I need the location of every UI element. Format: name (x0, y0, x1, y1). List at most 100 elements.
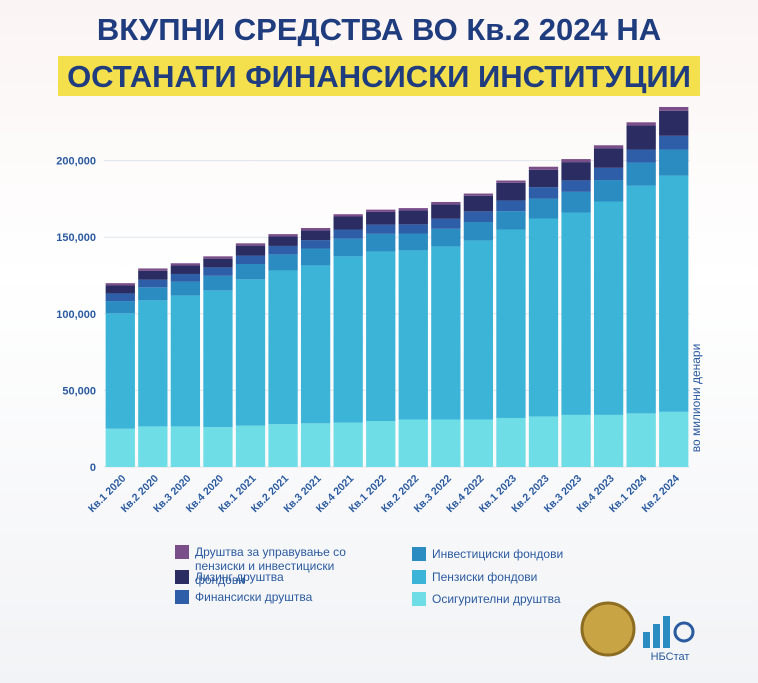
bar-segment (300, 423, 331, 467)
bar-segment (626, 122, 656, 126)
legend-swatch (175, 570, 189, 584)
bar-segment (561, 162, 591, 181)
bar-segment (268, 270, 298, 425)
bar-segment (659, 175, 689, 412)
legend-swatch (412, 592, 426, 606)
bar-segment (593, 201, 624, 415)
bar-segment (398, 419, 428, 467)
bar-segment (300, 230, 331, 241)
bar-segment (235, 255, 266, 265)
bar-segment (496, 180, 526, 183)
bar-segment (528, 169, 559, 188)
bar-segment (659, 411, 689, 467)
bar-segment (170, 295, 201, 427)
bar-segment (333, 214, 363, 217)
bar-segment (626, 413, 656, 467)
bar-segment (398, 224, 428, 234)
bar-segment (300, 228, 331, 231)
logo-text: НБСтат (651, 651, 690, 663)
bar-segment (170, 426, 201, 467)
bar-segment (659, 106, 689, 111)
bar-segment (300, 248, 331, 266)
bar-segment (528, 416, 559, 467)
legend-swatch (412, 547, 426, 561)
logo-bar (663, 616, 670, 648)
legend-swatch (412, 570, 426, 584)
bar-segment (203, 256, 233, 259)
bar-segment (203, 267, 233, 276)
bar-segment (170, 273, 201, 282)
legend-label: Финансиски друштва (195, 590, 313, 604)
bar-segment (366, 211, 396, 225)
bar-segment (593, 148, 624, 168)
bar-segment (235, 425, 266, 467)
bar-segment (366, 233, 396, 252)
bar-segment (593, 167, 624, 181)
bar-segment (235, 279, 266, 426)
bar-segment (105, 313, 135, 429)
bar-segment (300, 265, 331, 424)
bar-segment (333, 216, 363, 230)
bar-segment (659, 110, 689, 136)
bar-segment (105, 301, 135, 314)
legend-item: Пензиски фондови (412, 570, 612, 584)
y-tick-label: 150,000 (56, 232, 96, 244)
bar-segment (333, 256, 363, 423)
bar-segment (659, 135, 689, 150)
bar-segment (496, 417, 526, 467)
bar-segment (528, 166, 559, 170)
bar-segment (268, 236, 298, 246)
legend-label: Пензиски фондови (432, 570, 538, 584)
bar-segment (561, 159, 591, 163)
bar-segment (398, 250, 428, 420)
y-tick-label: 100,000 (56, 309, 96, 321)
bar-segment (626, 149, 656, 163)
legend-label: Друштва за управување со пензиски и инве… (195, 545, 346, 587)
bar-segment (170, 265, 201, 274)
chart-subtitle: ОСТАНАТИ ФИНАНСИСКИ ИНСТИТУЦИИ (67, 59, 691, 94)
bar-segment (431, 204, 461, 219)
bar-segment (593, 414, 624, 467)
bar-segment (561, 414, 591, 467)
bar-segment (366, 224, 396, 234)
bar-segment (235, 243, 266, 246)
bar-segment (463, 195, 494, 212)
bar-segment (626, 125, 656, 150)
y-tick-label: 0 (90, 462, 96, 474)
y-tick-label: 50,000 (62, 385, 96, 397)
bar-segment (528, 198, 559, 219)
bar-segment (105, 283, 135, 286)
bar-segment (203, 258, 233, 268)
bar-segment (235, 264, 266, 280)
bar-segment (561, 191, 591, 213)
bar-segment (528, 218, 559, 417)
bar-segment (235, 245, 266, 256)
bar-segment (138, 279, 168, 288)
bar-segment (268, 245, 298, 255)
logo-coin (580, 601, 636, 657)
legend-item: Друштва за управување со пензиски и инве… (175, 545, 375, 587)
bar-segment (659, 149, 689, 176)
logo-bar (643, 632, 650, 648)
bar-segment (366, 251, 396, 422)
bar-segment (431, 419, 461, 467)
bar-segment (561, 180, 591, 192)
bar-segment (463, 240, 494, 420)
bar-segment (398, 208, 428, 211)
legend-item: Осигурителни друштва (412, 592, 612, 606)
legend-item: Лизинг друштва (175, 570, 375, 584)
bar-segment (463, 193, 494, 196)
bar-segment (398, 210, 428, 225)
bar-segment (626, 162, 656, 186)
bar-segment (398, 233, 428, 251)
bar-segment (105, 285, 135, 294)
legend-label: Осигурителни друштва (432, 592, 561, 606)
bar-segment (463, 222, 494, 241)
bar-segment (496, 182, 526, 201)
legend-label: Лизинг друштва (195, 570, 284, 584)
bar-segment (268, 424, 298, 467)
bar-segment (203, 290, 233, 428)
bar-segment (463, 419, 494, 467)
